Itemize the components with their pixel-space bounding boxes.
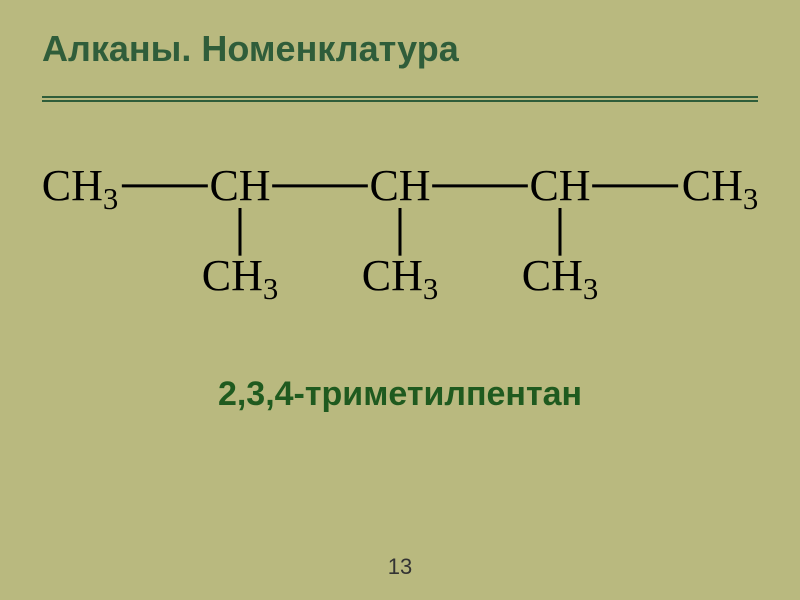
- slide: Алканы. Номенклатура CH3CHCHCHCH3CH3CH3C…: [0, 0, 800, 600]
- svg-text:CH: CH: [209, 161, 270, 210]
- compound-name: 2,3,4-триметилпентан: [0, 375, 800, 414]
- svg-text:CH3: CH3: [682, 161, 759, 216]
- svg-text:CH: CH: [369, 161, 430, 210]
- svg-text:CH3: CH3: [202, 251, 279, 306]
- structural-formula: CH3 CH CH CH CH3 CH3 CH3 CH3: [40, 150, 760, 340]
- svg-text:CH: CH: [529, 161, 590, 210]
- title-underline: [42, 96, 758, 102]
- svg-text:CH3: CH3: [362, 251, 439, 306]
- svg-text:CH3: CH3: [42, 161, 119, 216]
- page-number: 13: [0, 554, 800, 580]
- svg-text:CH3: CH3: [522, 251, 599, 306]
- slide-title: Алканы. Номенклатура: [42, 28, 459, 70]
